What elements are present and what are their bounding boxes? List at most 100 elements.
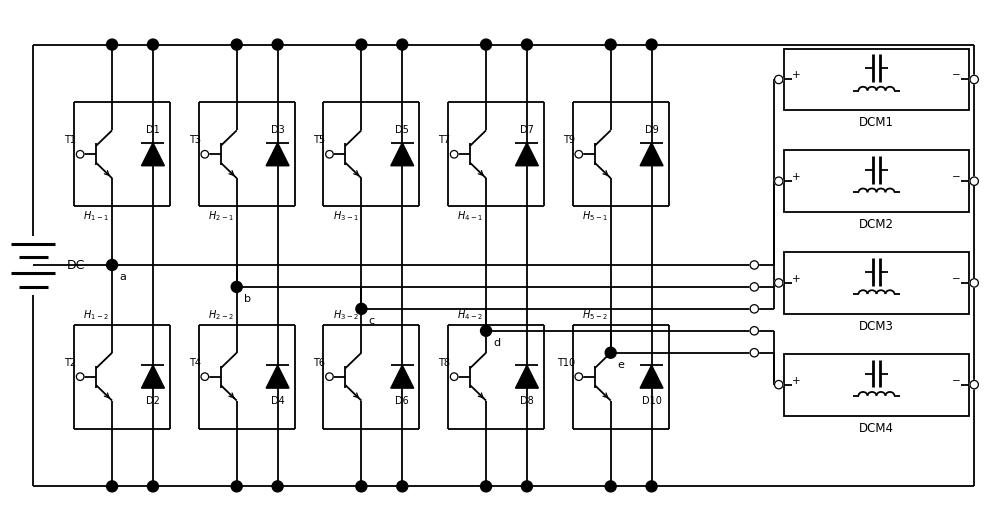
Text: −: − bbox=[952, 172, 961, 182]
Text: $H_{5-2}$: $H_{5-2}$ bbox=[582, 308, 608, 322]
Circle shape bbox=[775, 380, 783, 389]
Text: D4: D4 bbox=[271, 396, 284, 406]
Circle shape bbox=[450, 373, 458, 380]
Circle shape bbox=[970, 279, 978, 287]
Circle shape bbox=[605, 347, 616, 358]
Text: D8: D8 bbox=[520, 396, 534, 406]
Text: D5: D5 bbox=[395, 125, 409, 135]
Circle shape bbox=[76, 151, 84, 158]
Text: +: + bbox=[792, 172, 801, 182]
Circle shape bbox=[775, 279, 783, 287]
Text: +: + bbox=[792, 274, 801, 284]
Text: T3: T3 bbox=[189, 135, 201, 145]
Circle shape bbox=[450, 151, 458, 158]
Bar bbox=[784, 252, 969, 314]
Circle shape bbox=[750, 327, 758, 335]
Circle shape bbox=[356, 481, 367, 492]
Circle shape bbox=[201, 373, 209, 380]
Text: $H_{4-1}$: $H_{4-1}$ bbox=[457, 209, 483, 223]
Text: e: e bbox=[618, 360, 625, 370]
Text: T2: T2 bbox=[64, 358, 76, 367]
Polygon shape bbox=[391, 143, 414, 166]
Text: T1: T1 bbox=[64, 135, 76, 145]
Circle shape bbox=[970, 177, 978, 185]
Circle shape bbox=[775, 177, 783, 185]
Circle shape bbox=[521, 39, 532, 50]
Polygon shape bbox=[640, 365, 663, 388]
Circle shape bbox=[147, 481, 158, 492]
Circle shape bbox=[775, 75, 783, 83]
Circle shape bbox=[397, 39, 408, 50]
Circle shape bbox=[481, 481, 492, 492]
Circle shape bbox=[272, 481, 283, 492]
Polygon shape bbox=[515, 143, 538, 166]
Text: T8: T8 bbox=[438, 358, 450, 367]
Text: DCM2: DCM2 bbox=[859, 218, 894, 231]
Text: T10: T10 bbox=[557, 358, 575, 367]
Text: $H_{3-1}$: $H_{3-1}$ bbox=[333, 209, 358, 223]
Circle shape bbox=[107, 481, 118, 492]
Circle shape bbox=[147, 39, 158, 50]
Polygon shape bbox=[640, 143, 663, 166]
Circle shape bbox=[481, 39, 492, 50]
Circle shape bbox=[605, 39, 616, 50]
Text: D10: D10 bbox=[642, 396, 662, 406]
Circle shape bbox=[356, 303, 367, 315]
Text: D9: D9 bbox=[645, 125, 658, 135]
Text: DCM1: DCM1 bbox=[859, 117, 894, 129]
Circle shape bbox=[481, 325, 492, 336]
Circle shape bbox=[326, 373, 333, 380]
Circle shape bbox=[750, 305, 758, 313]
Circle shape bbox=[521, 481, 532, 492]
Circle shape bbox=[575, 151, 583, 158]
Text: DC: DC bbox=[67, 259, 86, 272]
Text: T9: T9 bbox=[563, 135, 575, 145]
Polygon shape bbox=[266, 143, 289, 166]
Circle shape bbox=[231, 481, 242, 492]
Text: D2: D2 bbox=[146, 396, 160, 406]
Circle shape bbox=[231, 281, 242, 292]
Circle shape bbox=[397, 481, 408, 492]
Circle shape bbox=[646, 39, 657, 50]
Circle shape bbox=[356, 39, 367, 50]
Polygon shape bbox=[141, 143, 164, 166]
Text: $H_{5-1}$: $H_{5-1}$ bbox=[582, 209, 608, 223]
Text: D3: D3 bbox=[271, 125, 284, 135]
Circle shape bbox=[107, 39, 118, 50]
Polygon shape bbox=[515, 365, 538, 388]
Text: b: b bbox=[244, 294, 251, 304]
Circle shape bbox=[605, 481, 616, 492]
Bar bbox=[784, 48, 969, 110]
Text: a: a bbox=[119, 272, 126, 282]
Text: $H_{1-2}$: $H_{1-2}$ bbox=[83, 308, 109, 322]
Circle shape bbox=[575, 373, 583, 380]
Text: −: − bbox=[952, 70, 961, 80]
Bar bbox=[784, 354, 969, 415]
Circle shape bbox=[76, 373, 84, 380]
Circle shape bbox=[970, 380, 978, 389]
Circle shape bbox=[231, 39, 242, 50]
Polygon shape bbox=[391, 365, 414, 388]
Polygon shape bbox=[266, 365, 289, 388]
Text: T6: T6 bbox=[313, 358, 325, 367]
Text: T4: T4 bbox=[189, 358, 201, 367]
Text: $H_{2-1}$: $H_{2-1}$ bbox=[208, 209, 234, 223]
Text: +: + bbox=[792, 376, 801, 386]
Text: $H_{2-2}$: $H_{2-2}$ bbox=[208, 308, 234, 322]
Circle shape bbox=[646, 481, 657, 492]
Text: DCM4: DCM4 bbox=[859, 421, 894, 435]
Text: $H_{3-2}$: $H_{3-2}$ bbox=[333, 308, 358, 322]
Circle shape bbox=[750, 349, 758, 357]
Circle shape bbox=[750, 261, 758, 269]
Text: T7: T7 bbox=[438, 135, 450, 145]
Text: DCM3: DCM3 bbox=[859, 320, 894, 333]
Text: +: + bbox=[792, 70, 801, 80]
Text: D6: D6 bbox=[395, 396, 409, 406]
Text: $H_{4-2}$: $H_{4-2}$ bbox=[457, 308, 483, 322]
Polygon shape bbox=[141, 365, 164, 388]
Text: $H_{1-1}$: $H_{1-1}$ bbox=[83, 209, 109, 223]
Text: −: − bbox=[952, 376, 961, 386]
Text: D7: D7 bbox=[520, 125, 534, 135]
Text: c: c bbox=[368, 316, 374, 326]
Text: D1: D1 bbox=[146, 125, 160, 135]
